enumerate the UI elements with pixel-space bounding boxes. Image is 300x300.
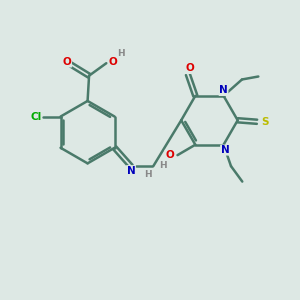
Text: H: H [159,161,167,170]
Text: O: O [185,64,194,74]
Text: S: S [261,117,269,127]
Text: N: N [221,145,230,155]
Text: O: O [109,57,117,67]
Text: H: H [117,49,125,58]
Text: O: O [63,57,71,67]
Text: Cl: Cl [30,112,41,122]
Text: O: O [165,150,174,160]
Text: N: N [127,166,135,176]
Text: H: H [144,170,152,179]
Text: N: N [219,85,228,95]
